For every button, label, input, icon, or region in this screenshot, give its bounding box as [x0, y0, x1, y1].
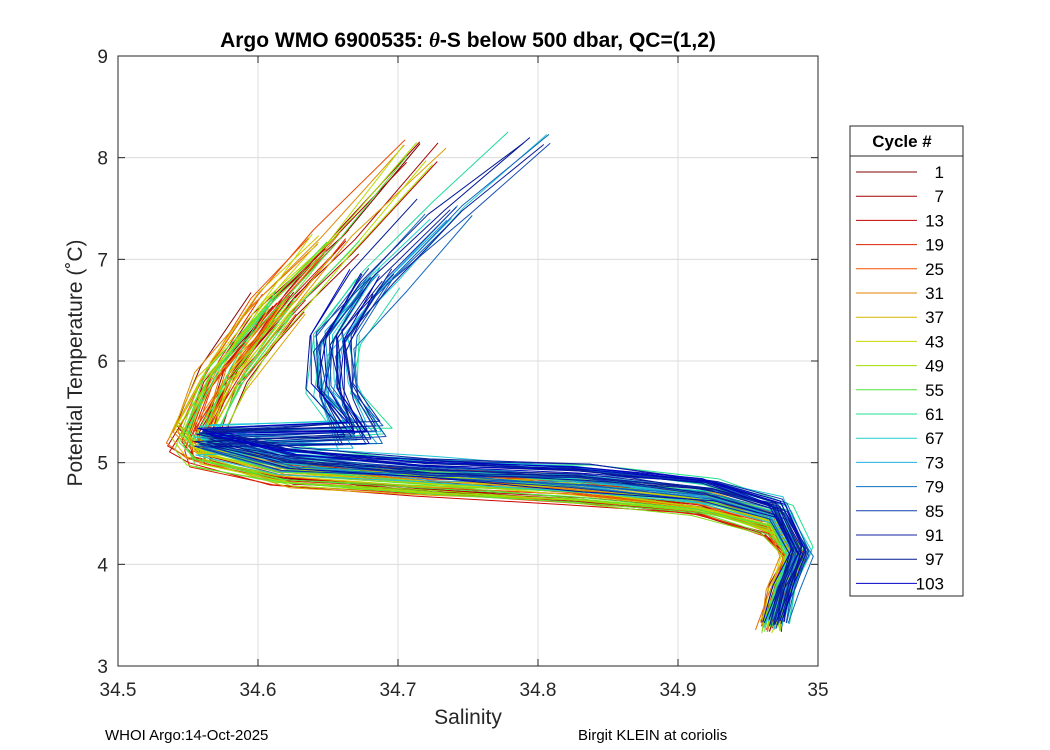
- profile-line: [196, 198, 795, 624]
- y-tick-label: 6: [97, 352, 108, 373]
- profile-line: [197, 269, 793, 623]
- legend-title: Cycle #: [872, 132, 932, 151]
- legend-label: 49: [925, 357, 944, 376]
- y-tick-label: 9: [97, 47, 108, 68]
- x-tick-label: 34.5: [100, 680, 137, 701]
- profile-line: [208, 280, 804, 625]
- footer-left: WHOI Argo:14-Oct-2025: [105, 727, 268, 744]
- profile-line: [205, 273, 799, 620]
- chart-title: Argo WMO 6900535: θ-S below 500 dbar, QC…: [220, 28, 716, 52]
- profile-line: [214, 206, 809, 624]
- x-tick-label: 34.6: [240, 680, 277, 701]
- legend-box: [849, 125, 964, 597]
- y-tick-label: 7: [97, 250, 108, 271]
- legend-label: 19: [925, 236, 944, 255]
- profile-line: [180, 241, 788, 624]
- legend-label: 13: [925, 211, 944, 230]
- legend-label: 91: [925, 526, 944, 545]
- legend-label: 79: [925, 478, 944, 497]
- x-tick-label: 34.7: [380, 680, 417, 701]
- y-tick-label: 4: [97, 555, 108, 576]
- legend-label: 97: [925, 550, 944, 569]
- legend-label: 85: [925, 502, 944, 521]
- legend-label: 67: [925, 429, 944, 448]
- x-tick-label: 34.9: [660, 680, 697, 701]
- legend-label: 37: [925, 308, 944, 327]
- profile-line: [201, 272, 792, 620]
- legend-label: 7: [935, 187, 944, 206]
- profile-line: [199, 277, 797, 618]
- profile-lines: [165, 131, 814, 634]
- legend-label: 55: [925, 381, 944, 400]
- legend-label: 1: [935, 163, 944, 182]
- x-axis-label: Salinity: [434, 706, 502, 729]
- tick-marks: [117, 55, 819, 667]
- legend-label: 73: [925, 453, 944, 472]
- x-tick-label: 35: [807, 680, 828, 701]
- legend-label: 43: [925, 332, 944, 351]
- x-tick-label: 34.8: [520, 680, 557, 701]
- profile-line: [207, 275, 807, 624]
- y-tick-label: 3: [97, 657, 108, 678]
- profile-line: [212, 215, 814, 624]
- y-tick-label: 8: [97, 149, 108, 170]
- footer-right: Birgit KLEIN at coriolis: [578, 727, 727, 744]
- y-tick-labels: 3 4 5 6 7 8 9: [97, 47, 108, 678]
- legend-label: 25: [925, 260, 944, 279]
- x-tick-labels: 34.5 34.6 34.7 34.8 34.9 35: [100, 680, 829, 701]
- y-tick-label: 5: [97, 454, 108, 475]
- profile-line: [206, 137, 802, 619]
- legend-label: 31: [925, 284, 944, 303]
- y-axis-label: Potential Temperature (˚C): [64, 239, 87, 486]
- profile-line: [204, 273, 807, 622]
- legend: Cycle # 1 7 13 19 25 31 37 43 49 55 61 67 73 79 85 91 97…: [849, 125, 964, 597]
- legend-label: 61: [925, 405, 944, 424]
- legend-label: 103: [916, 574, 944, 593]
